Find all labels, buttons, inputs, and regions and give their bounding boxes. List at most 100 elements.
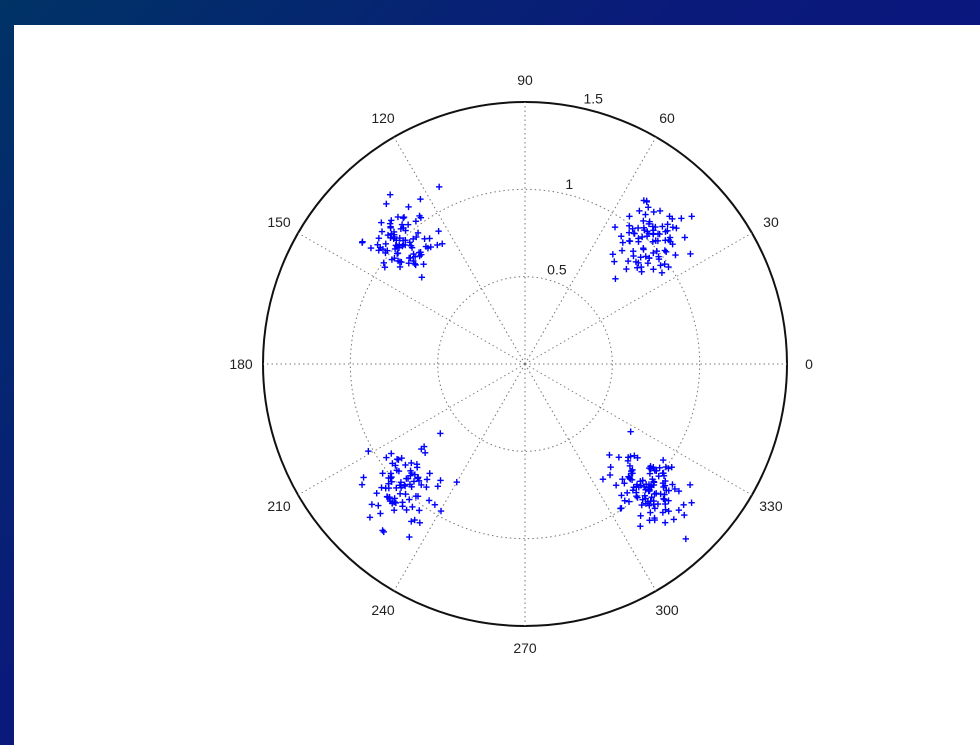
data-point-marker — [415, 474, 422, 481]
data-point-marker — [599, 476, 607, 483]
data-point-marker — [621, 497, 628, 504]
data-point-marker — [414, 229, 422, 237]
data-point-marker — [391, 495, 398, 502]
data-point-marker — [426, 470, 433, 477]
data-point-marker — [657, 490, 664, 498]
data-point-marker — [611, 223, 619, 231]
angle-tick-label: 150 — [267, 214, 291, 230]
data-point-marker — [641, 492, 649, 499]
data-point-marker — [678, 215, 685, 222]
data-point-marker — [437, 507, 445, 515]
data-point-marker — [662, 500, 669, 508]
data-point-marker — [646, 218, 653, 225]
data-point-marker — [681, 234, 688, 241]
angle-tick-label: 330 — [759, 498, 783, 514]
data-point-marker — [637, 523, 644, 530]
data-point-marker — [392, 499, 400, 507]
data-point-marker — [378, 228, 386, 235]
data-point-marker — [375, 247, 382, 254]
data-point-marker — [411, 471, 419, 478]
data-point-marker — [417, 195, 424, 203]
data-point-marker — [645, 204, 652, 211]
data-point-marker — [642, 211, 649, 218]
data-point-marker — [413, 233, 420, 241]
data-point-marker — [408, 244, 416, 251]
data-point-marker — [656, 207, 664, 215]
angle-tick-label: 180 — [229, 356, 253, 372]
data-point-marker — [410, 478, 418, 485]
data-point-marker — [651, 505, 659, 512]
data-point-marker — [661, 496, 668, 503]
angle-tick-label: 240 — [371, 602, 395, 618]
data-point-marker — [387, 224, 394, 232]
data-point-marker — [391, 231, 398, 238]
data-point-marker — [390, 507, 398, 514]
data-point-marker — [644, 498, 652, 505]
data-point-marker — [396, 234, 403, 242]
data-point-marker — [625, 473, 632, 480]
data-point-marker — [391, 254, 398, 262]
data-point-marker — [401, 482, 409, 490]
data-point-marker — [669, 240, 676, 248]
data-point-marker — [416, 519, 424, 526]
data-point-marker — [398, 454, 405, 462]
polar-grid — [262, 101, 788, 627]
angle-tick-label: 90 — [517, 72, 533, 88]
data-point-marker — [661, 247, 669, 254]
data-point-marker — [673, 224, 680, 232]
data-point-marker — [373, 490, 380, 497]
data-point-marker — [624, 257, 632, 265]
data-point-marker — [437, 477, 444, 484]
data-point-marker — [637, 512, 644, 519]
data-point-marker — [437, 430, 444, 437]
data-point-marker — [377, 510, 384, 517]
angle-tick-label: 120 — [371, 110, 395, 126]
data-point-marker — [425, 497, 433, 504]
data-point-marker — [621, 480, 628, 487]
data-point-marker — [365, 447, 372, 455]
data-point-marker — [398, 221, 406, 228]
data-point-marker — [644, 260, 652, 267]
angle-tick-label: 30 — [763, 214, 779, 230]
data-point-marker — [398, 258, 405, 266]
data-point-marker — [617, 505, 624, 512]
data-point-marker — [633, 493, 640, 500]
data-point-marker — [606, 451, 613, 459]
data-point-marker — [360, 474, 367, 481]
data-point-marker — [665, 487, 672, 494]
data-point-marker — [626, 474, 633, 482]
data-point-marker — [368, 501, 376, 508]
data-point-marker — [661, 260, 668, 268]
data-point-marker — [404, 221, 412, 228]
data-point-marker — [649, 238, 657, 245]
data-point-marker — [393, 243, 401, 250]
data-point-marker — [631, 452, 638, 459]
data-point-marker — [375, 235, 383, 242]
data-point-marker — [412, 218, 420, 225]
data-point-marker — [426, 235, 433, 242]
data-point-marker — [406, 496, 413, 503]
data-point-marker — [650, 501, 657, 508]
radial-grid-circle — [437, 276, 613, 452]
data-point-marker — [626, 462, 634, 470]
data-point-marker — [665, 507, 672, 515]
data-point-marker — [659, 223, 666, 230]
data-point-marker — [396, 263, 404, 271]
data-point-marker — [681, 511, 688, 519]
data-point-marker — [669, 215, 676, 223]
data-point-marker — [612, 275, 619, 282]
data-point-marker — [394, 213, 402, 221]
data-point-marker — [416, 507, 423, 514]
data-point-marker — [646, 254, 653, 262]
data-point-marker — [650, 249, 657, 257]
data-point-marker — [427, 243, 434, 251]
data-point-marker — [634, 494, 641, 501]
data-point-marker — [397, 479, 405, 486]
data-point-marker — [402, 490, 409, 498]
data-point-marker — [657, 262, 664, 269]
data-point-marker — [627, 428, 634, 435]
angular-grid-line — [393, 363, 526, 592]
data-point-marker — [395, 456, 402, 463]
data-point-marker — [650, 208, 657, 216]
angular-grid-line — [524, 232, 753, 365]
